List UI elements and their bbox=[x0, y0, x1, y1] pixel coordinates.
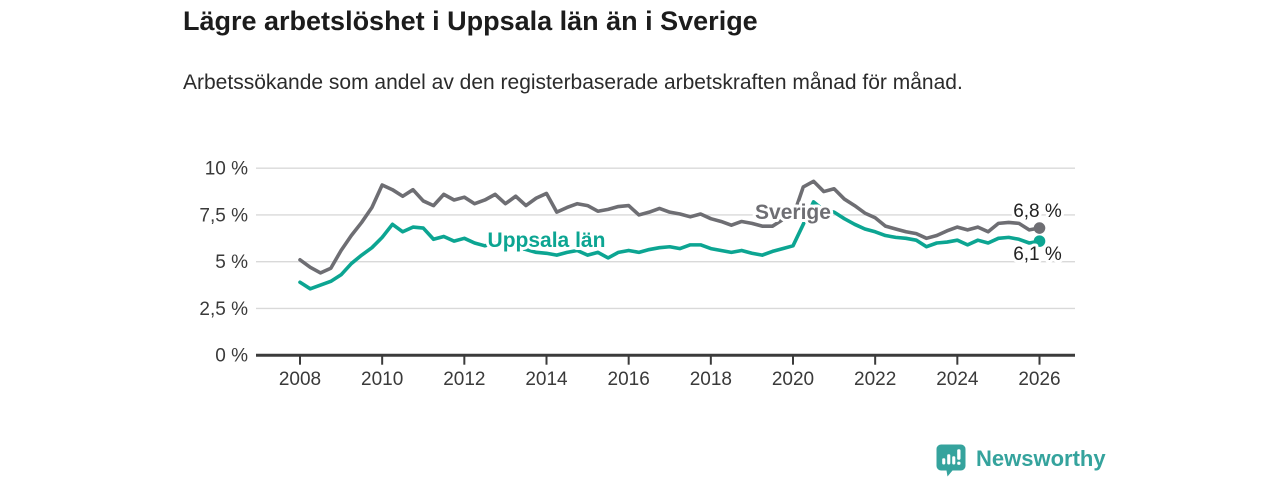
x-tick-label: 2008 bbox=[279, 369, 321, 390]
y-tick-label: 7,5 % bbox=[199, 205, 248, 226]
series-label-uppsala: Uppsala län bbox=[488, 229, 606, 252]
brand-name: Newsworthy bbox=[976, 446, 1106, 471]
x-tick-label: 2020 bbox=[772, 369, 814, 390]
end-dot-sverige bbox=[1033, 222, 1046, 234]
x-tick-label: 2012 bbox=[443, 369, 485, 390]
x-tick-label: 2014 bbox=[525, 369, 568, 390]
series-line-sverige bbox=[298, 179, 1042, 275]
x-tick-label: 2022 bbox=[854, 369, 896, 390]
newsworthy-bars-icon bbox=[936, 444, 966, 477]
series-label-sverige: Sverige bbox=[755, 201, 831, 224]
y-tick-label: 10 % bbox=[205, 159, 248, 180]
end-value-label-sverige: 6,8 % bbox=[1013, 201, 1062, 222]
x-tick-label: 2010 bbox=[361, 369, 403, 390]
y-tick-label: 0 % bbox=[215, 346, 248, 367]
x-tick-label: 2026 bbox=[1018, 369, 1060, 390]
x-tick-label: 2018 bbox=[690, 369, 732, 390]
end-value-label-uppsala: 6,1 % bbox=[1013, 244, 1062, 265]
x-tick-label: 2016 bbox=[608, 369, 650, 390]
chart-subtitle: Arbetssökande som andel av den registerb… bbox=[183, 71, 963, 94]
newsworthy-logo[interactable]: Newsworthy bbox=[936, 444, 1106, 478]
y-tick-label: 5 % bbox=[215, 252, 248, 273]
page-title: Lägre arbetslöshet i Uppsala län än i Sv… bbox=[183, 6, 758, 36]
x-tick-label: 2024 bbox=[936, 369, 979, 390]
end-dot-uppsala bbox=[1033, 235, 1046, 247]
y-tick-label: 2,5 % bbox=[199, 299, 248, 320]
series-line-uppsala bbox=[298, 200, 1042, 291]
